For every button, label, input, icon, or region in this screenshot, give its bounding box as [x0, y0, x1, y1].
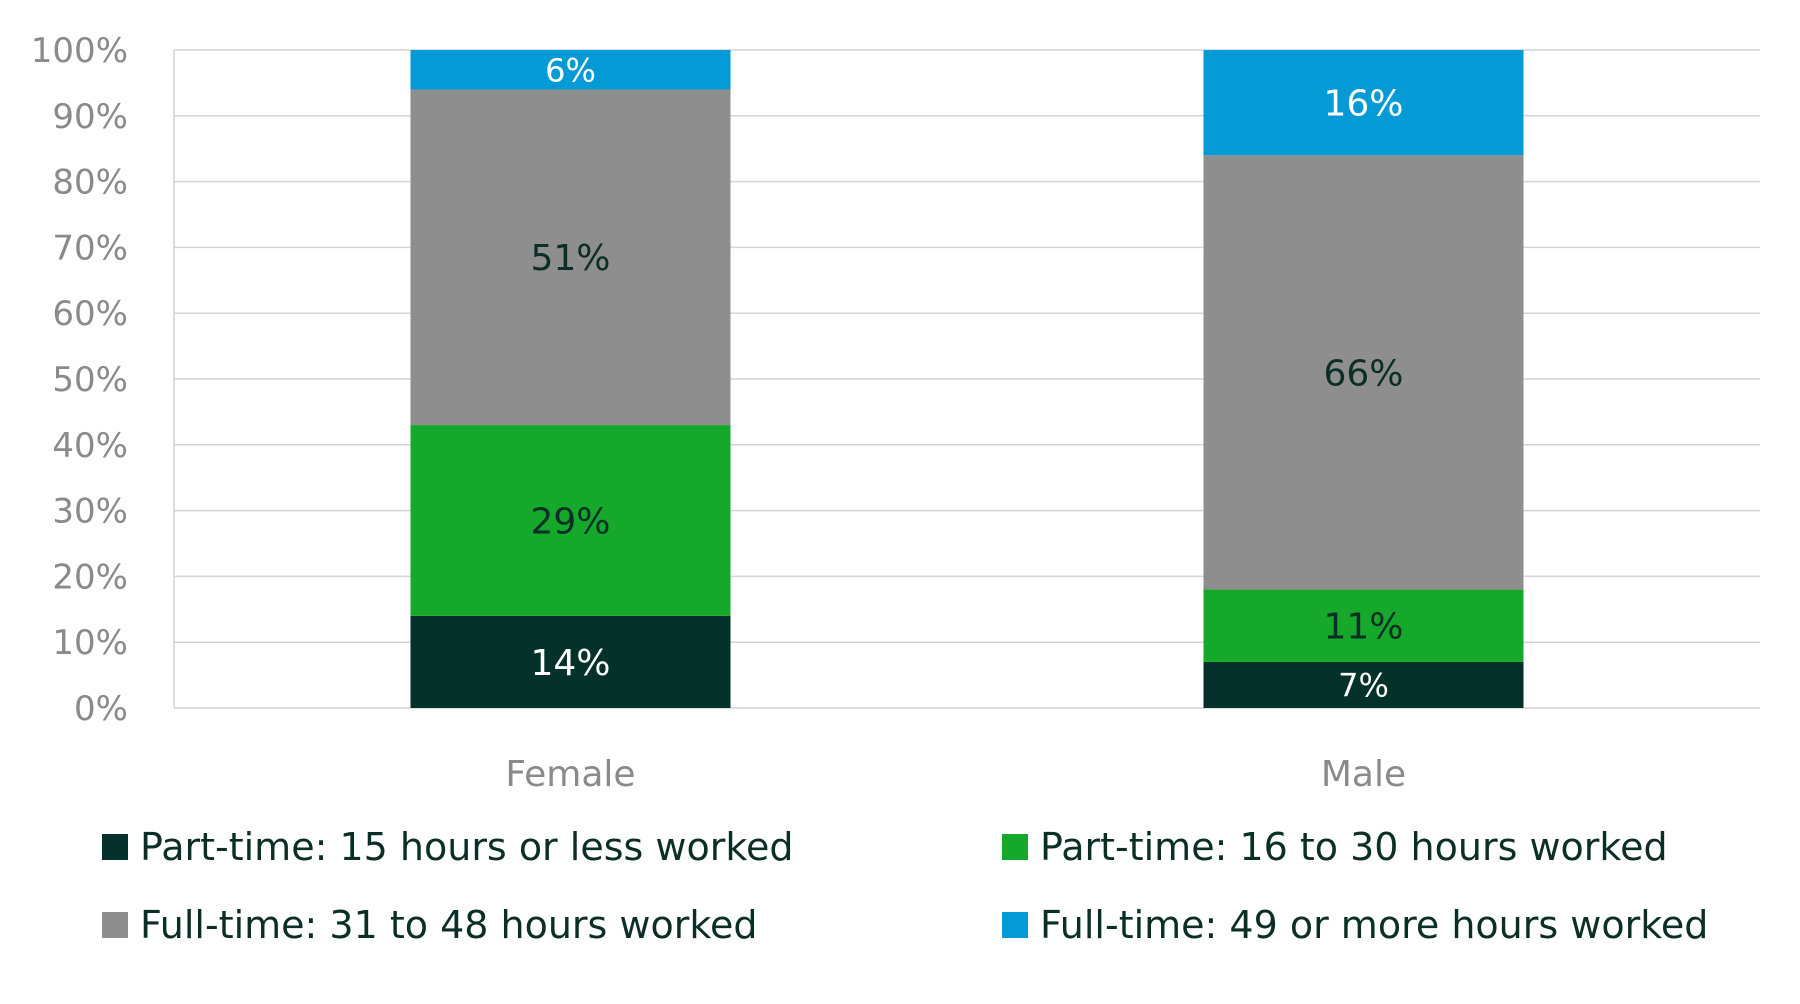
legend-swatch	[102, 834, 128, 860]
legend-item: Full-time: 49 or more hours worked	[1002, 903, 1708, 947]
y-axis: 0% 10% 20% 30% 40% 50% 60% 70% 80% 90% 100%	[31, 31, 128, 729]
y-tick-label: 40%	[52, 426, 128, 466]
legend-swatch	[1002, 834, 1028, 860]
bar-segment	[1203, 155, 1524, 590]
bars	[410, 50, 1524, 708]
legend-item: Part-time: 15 hours or less worked	[102, 825, 793, 869]
data-label: 29%	[530, 501, 610, 542]
bar-segment	[410, 425, 731, 616]
y-tick-label: 100%	[31, 31, 128, 71]
y-tick-label: 50%	[52, 360, 128, 400]
y-tick-label: 90%	[52, 97, 128, 137]
legend-item: Full-time: 31 to 48 hours worked	[102, 903, 758, 947]
y-tick-label: 60%	[52, 294, 128, 334]
bar-segment	[1203, 589, 1524, 662]
bar-segment	[410, 615, 731, 708]
bar-segment	[1203, 661, 1524, 708]
data-label: 66%	[1323, 353, 1403, 394]
x-tick-label: Female	[505, 754, 635, 795]
x-tick-label: Male	[1321, 754, 1406, 795]
legend-label: Full-time: 49 or more hours worked	[1040, 903, 1708, 947]
bar-segment	[410, 89, 731, 426]
y-tick-label: 20%	[52, 557, 128, 597]
y-tick-label: 70%	[52, 228, 128, 268]
legend-item: Part-time: 16 to 30 hours worked	[1002, 825, 1668, 869]
data-label: 14%	[530, 643, 610, 684]
bar-segment	[410, 50, 731, 90]
data-label: 7%	[1338, 666, 1389, 704]
x-axis: Female Male	[505, 754, 1406, 795]
data-label: 11%	[1323, 607, 1403, 648]
y-tick-label: 30%	[52, 492, 128, 532]
legend-swatch	[102, 912, 128, 938]
y-tick-label: 10%	[52, 623, 128, 663]
data-label: 16%	[1323, 84, 1403, 125]
bar-segment	[1203, 50, 1524, 156]
y-tick-label: 80%	[52, 163, 128, 203]
legend: Part-time: 15 hours or less worked Part-t…	[102, 825, 1708, 947]
legend-label: Part-time: 16 to 30 hours worked	[1040, 825, 1668, 869]
legend-swatch	[1002, 912, 1028, 938]
y-tick-label: 0%	[74, 689, 128, 729]
data-labels: 14% 29% 51% 6% 7% 11% 66% 16%	[530, 51, 1403, 704]
legend-label: Full-time: 31 to 48 hours worked	[140, 903, 758, 947]
data-label: 6%	[545, 51, 596, 89]
legend-label: Part-time: 15 hours or less worked	[140, 825, 793, 869]
data-label: 51%	[530, 238, 610, 279]
